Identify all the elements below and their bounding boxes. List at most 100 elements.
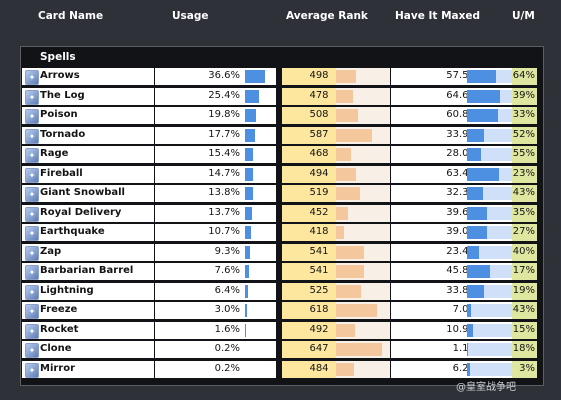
table-row: ✦ Tornado 17.7% 587 33.9% 52% bbox=[22, 127, 540, 144]
card-name-cell: ✦ Mirror bbox=[22, 361, 154, 378]
rank-value: 478 bbox=[309, 90, 329, 101]
spell-card-icon: ✦ bbox=[25, 304, 39, 319]
usage-cell: 7.6% bbox=[155, 263, 276, 280]
spell-card-icon: ✦ bbox=[25, 109, 39, 124]
maxed-value: 6.2% bbox=[452, 363, 478, 374]
maxed-track bbox=[467, 363, 518, 376]
usage-value: 3.0% bbox=[214, 304, 240, 315]
maxed-bar bbox=[467, 168, 499, 181]
um-value: 23% bbox=[512, 168, 535, 179]
usage-cell: 10.7% bbox=[155, 224, 276, 241]
rank-bar bbox=[336, 148, 351, 161]
table-row: ✦ Barbarian Barrel 7.6% 541 45.8% 17% bbox=[22, 263, 540, 280]
rank-bar bbox=[336, 343, 382, 356]
usage-value: 17.7% bbox=[208, 129, 240, 140]
card-name: Rage bbox=[40, 148, 69, 159]
spell-card-icon: ✦ bbox=[25, 246, 39, 261]
maxed-value: 45.8% bbox=[446, 265, 478, 276]
spell-card-icon: ✦ bbox=[25, 168, 39, 183]
rank-value: 508 bbox=[309, 109, 329, 120]
usage-bar bbox=[245, 246, 250, 259]
usage-bar bbox=[245, 285, 248, 298]
maxed-bar bbox=[467, 129, 484, 142]
um-value: 35% bbox=[512, 207, 535, 218]
card-name: Freeze bbox=[40, 304, 78, 315]
maxed-cell: 63.4% bbox=[391, 166, 536, 183]
card-name-cell: ✦ Royal Delivery bbox=[22, 205, 154, 222]
table-row: ✦ Lightning 6.4% 525 33.8% 19% bbox=[22, 283, 540, 300]
table-header: Card Name Usage Average Rank Have It Max… bbox=[0, 0, 561, 30]
usage-bar bbox=[245, 187, 253, 200]
um-cell: 43% bbox=[512, 185, 537, 202]
um-cell: 33% bbox=[512, 107, 537, 124]
spell-card-icon: ✦ bbox=[25, 285, 39, 300]
um-cell: 40% bbox=[512, 244, 537, 261]
card-name: Zap bbox=[40, 246, 62, 257]
maxed-bar bbox=[467, 363, 470, 376]
um-cell: 64% bbox=[512, 68, 537, 85]
table-row: ✦ Fireball 14.7% 494 63.4% 23% bbox=[22, 166, 540, 183]
um-value: 52% bbox=[512, 129, 535, 140]
usage-cell: 14.7% bbox=[155, 166, 276, 183]
usage-bar bbox=[245, 207, 252, 220]
maxed-track bbox=[467, 246, 518, 259]
usage-cell: 13.7% bbox=[155, 205, 276, 222]
card-name-cell: ✦ Freeze bbox=[22, 302, 154, 319]
card-name: Rocket bbox=[40, 324, 79, 335]
usage-bar bbox=[245, 226, 251, 239]
maxed-track bbox=[467, 304, 518, 317]
usage-cell: 6.4% bbox=[155, 283, 276, 300]
card-name-cell: ✦ Arrows bbox=[22, 68, 154, 85]
maxed-bar bbox=[467, 324, 473, 337]
table-row: ✦ Poison 19.8% 508 60.8% 33% bbox=[22, 107, 540, 124]
maxed-cell: 57.5% bbox=[391, 68, 536, 85]
maxed-cell: 1.1% bbox=[391, 341, 536, 358]
rank-bar bbox=[336, 70, 356, 83]
maxed-value: 33.8% bbox=[446, 285, 478, 296]
column-header-have-it-maxed: Have It Maxed bbox=[395, 10, 481, 22]
rank-value: 418 bbox=[309, 226, 329, 237]
usage-cell: 25.4% bbox=[155, 88, 276, 105]
usage-bar bbox=[245, 129, 255, 142]
rank-bar-track bbox=[336, 224, 390, 241]
card-name: Clone bbox=[40, 343, 72, 354]
watermark: @皇室战争吧 bbox=[456, 382, 516, 393]
usage-bar bbox=[245, 148, 253, 161]
um-cell: 27% bbox=[512, 224, 537, 241]
card-name: Poison bbox=[40, 109, 78, 120]
spell-card-icon: ✦ bbox=[25, 324, 39, 339]
usage-bar bbox=[245, 109, 256, 122]
table-row: ✦ Zap 9.3% 541 23.4% 40% bbox=[22, 244, 540, 261]
maxed-cell: 60.8% bbox=[391, 107, 536, 124]
usage-cell: 1.6% bbox=[155, 322, 276, 339]
maxed-track bbox=[467, 324, 518, 337]
card-name: Royal Delivery bbox=[40, 207, 122, 218]
maxed-value: 63.4% bbox=[446, 168, 478, 179]
card-name-cell: ✦ Zap bbox=[22, 244, 154, 261]
rank-value: 525 bbox=[309, 285, 329, 296]
maxed-cell: 39.0% bbox=[391, 224, 536, 241]
um-value: 27% bbox=[512, 226, 535, 237]
maxed-bar bbox=[467, 304, 471, 317]
maxed-bar bbox=[467, 265, 490, 278]
maxed-value: 33.9% bbox=[446, 129, 478, 140]
table-row: ✦ Mirror 0.2% 484 6.2% 3% bbox=[22, 361, 540, 378]
card-name: Earthquake bbox=[40, 226, 105, 237]
um-cell: 17% bbox=[512, 263, 537, 280]
maxed-value: 28.0% bbox=[446, 148, 478, 159]
usage-cell: 17.7% bbox=[155, 127, 276, 144]
usage-value: 13.7% bbox=[208, 207, 240, 218]
usage-value: 25.4% bbox=[208, 90, 240, 101]
rank-value: 498 bbox=[309, 70, 329, 81]
maxed-cell: 33.8% bbox=[391, 283, 536, 300]
table-row: ✦ Rage 15.4% 468 28.0% 55% bbox=[22, 146, 540, 163]
card-name-cell: ✦ Rocket bbox=[22, 322, 154, 339]
um-value: 19% bbox=[512, 285, 535, 296]
maxed-value: 1.1% bbox=[452, 343, 478, 354]
rank-bar bbox=[336, 207, 348, 220]
spell-card-icon: ✦ bbox=[25, 343, 39, 358]
um-value: 18% bbox=[512, 343, 535, 354]
um-value: 40% bbox=[512, 246, 535, 257]
maxed-cell: 23.4% bbox=[391, 244, 536, 261]
maxed-cell: 28.0% bbox=[391, 146, 536, 163]
